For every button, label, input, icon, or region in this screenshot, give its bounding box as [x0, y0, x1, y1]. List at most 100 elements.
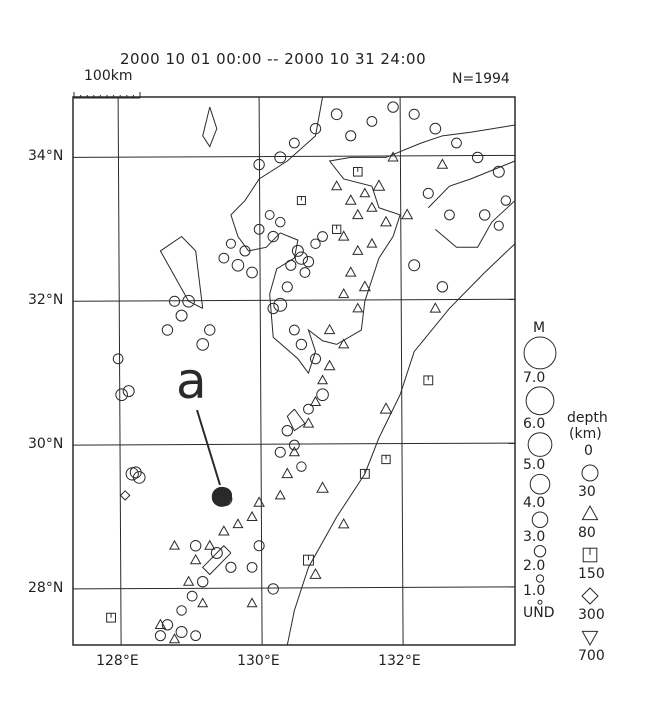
coastline-7: [286, 243, 516, 646]
meridian-130: [258, 96, 263, 646]
event-circle: [168, 295, 181, 307]
event-triangle: [338, 287, 350, 299]
event-circle: [500, 195, 512, 206]
legend-depth-inverted-triangle-icon: [581, 630, 599, 647]
event-circle: [225, 238, 236, 249]
coastline-2: [435, 200, 516, 248]
event-circle: [253, 158, 265, 171]
legend-depth-label: 150: [578, 566, 605, 582]
event-circle: [129, 466, 142, 479]
event-circle: [288, 137, 300, 149]
legend-magnitude-label: 1.0: [523, 583, 546, 600]
event-circle: [281, 281, 293, 293]
event-circle: [253, 540, 265, 552]
event-circle: [239, 245, 251, 257]
event-triangle: [169, 539, 181, 550]
event-circle: [316, 388, 329, 402]
event-circle: [295, 338, 308, 351]
event-circle: [161, 619, 174, 631]
event-triangle: [197, 597, 209, 608]
coastline-3: [202, 106, 218, 148]
event-circle: [345, 130, 357, 142]
event-circle: [451, 137, 462, 149]
event-triangle: [352, 208, 364, 220]
event-triangle: [372, 179, 386, 191]
event-circle: [471, 151, 484, 164]
event-circle: [218, 491, 233, 507]
event-circle: [478, 209, 491, 221]
event-circle: [429, 122, 442, 135]
event-circle: [175, 626, 188, 639]
legend-depth-label: 0: [584, 443, 593, 459]
legend-depth-label: 700: [578, 648, 605, 664]
parallel-28: [72, 586, 516, 590]
parallel-34: [72, 154, 516, 158]
event-triangle: [358, 280, 371, 292]
event-circle: [299, 267, 311, 278]
legend-magnitude-circle: [523, 336, 557, 370]
legend-magnitude-label: 4.0: [523, 495, 546, 511]
event-triangle: [436, 158, 449, 169]
legend-depth-diamond-icon: [581, 587, 599, 605]
meridian-132: [399, 96, 404, 646]
event-circle: [288, 324, 300, 336]
legend-magnitude-circle: [537, 599, 543, 605]
event-triangle: [302, 417, 315, 428]
event-triangle: [429, 302, 442, 313]
event-triangle: [352, 244, 364, 255]
event-count: N=1994: [452, 71, 510, 87]
legend-depth-unit: (km): [569, 426, 602, 442]
event-circle: [302, 255, 315, 268]
event-circle: [186, 590, 198, 602]
event-circle: [161, 324, 174, 336]
event-circle: [444, 209, 455, 221]
event-circle: [115, 388, 128, 402]
legend-magnitude-circle: [525, 386, 555, 416]
event-triangle: [274, 489, 286, 500]
event-circle: [210, 546, 223, 559]
event-circle: [422, 187, 434, 199]
legend-depth-circle-icon: [581, 464, 599, 482]
event-circle: [154, 630, 166, 642]
event-circle: [264, 210, 275, 220]
event-circle: [273, 297, 288, 312]
event-triangle: [182, 575, 195, 586]
event-circle: [296, 461, 307, 472]
event-circle: [387, 101, 399, 113]
event-circle: [493, 220, 504, 231]
coastline: [159, 96, 516, 646]
event-triangle: [189, 553, 202, 565]
legend-depth-label: 30: [578, 484, 596, 500]
coastline-0: [230, 96, 516, 375]
event-circle: [246, 266, 258, 279]
event-circle: [176, 605, 187, 616]
event-triangle: [387, 151, 399, 162]
event-triangle: [366, 201, 378, 212]
event-circle: [436, 281, 449, 293]
event-circle: [492, 165, 505, 178]
legend-magnitude-label: 3.0: [523, 528, 546, 545]
meridian-128: [117, 96, 122, 646]
event-circle: [253, 223, 265, 235]
legend-magnitude-title: M: [533, 320, 546, 336]
event-triangle: [168, 633, 181, 644]
legend-magnitude-circle: [533, 545, 547, 558]
event-circle: [246, 561, 258, 573]
event-triangle: [331, 180, 343, 191]
parallel-30: [72, 442, 516, 446]
event-circle: [274, 446, 286, 458]
event-triangle: [337, 230, 350, 241]
event-triangle: [323, 323, 336, 335]
event-triangle: [337, 517, 350, 529]
event-triangle: [253, 496, 265, 507]
map-title: 2000 10 01 00:00 -- 2000 10 31 24:00: [120, 50, 427, 68]
graticule: [72, 96, 516, 646]
event-circle: [309, 353, 322, 365]
event-triangle: [323, 359, 336, 371]
coastline-4: [159, 235, 204, 309]
lat-tick-label: 34°N: [28, 148, 64, 165]
event-diamond: [119, 490, 131, 501]
event-circle: [285, 259, 297, 271]
event-symbols: [106, 101, 512, 644]
parallel-32: [72, 298, 516, 302]
